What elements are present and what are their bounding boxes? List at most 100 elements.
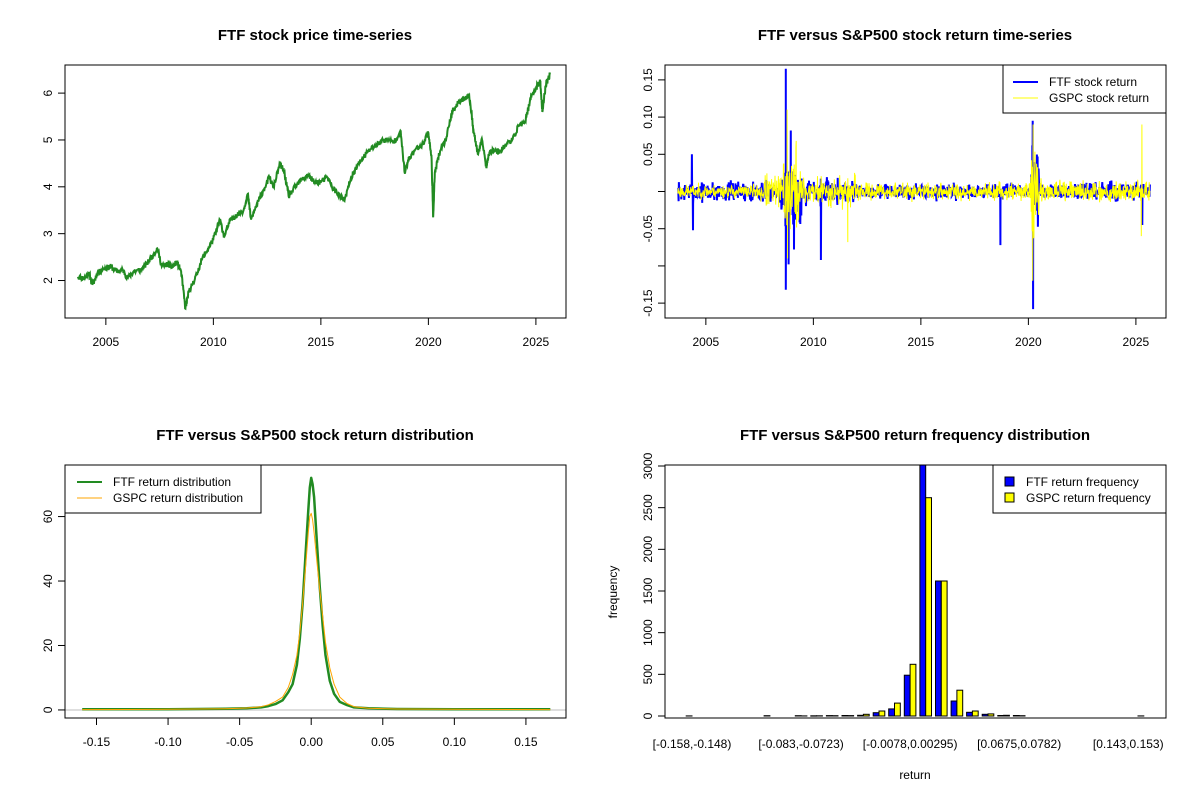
gspc-frequency-bar [909,663,917,717]
returns-x-tick-label: 2005 [693,335,720,349]
ftf-frequency-bar [841,715,849,717]
ftf-frequency-bar [872,712,880,717]
histogram-legend: FTF return frequency GSPC return frequen… [992,464,1167,514]
ftf-frequency-bar [903,674,911,717]
histogram-y-tick-label: 2000 [641,536,655,563]
price-axes: 2005 2010 2015 2020 2025 2 3 4 5 6 [41,89,550,349]
returns-y-tick-label: -0.05 [641,215,655,243]
histogram-category-label: [-0.083,-0.0723) [758,737,843,751]
density-chart-panel: FTF versus S&P500 stock return distribut… [41,427,567,749]
returns-y-tick-label: -0.15 [641,289,655,317]
density-legend-box [64,464,262,514]
ftf-frequency-bar [919,465,927,717]
density-y-tick-label: 40 [41,574,55,588]
histogram-legend-gspc-swatch [1004,492,1015,503]
histogram-x-axis-label: return [899,768,930,782]
density-plot-frame [64,464,567,719]
price-plot-frame [64,64,567,319]
density-legend: FTF return distribution GSPC return dist… [64,464,262,514]
price-x-tick-label: 2025 [523,335,550,349]
histogram-axes: [-0.158,-0.148) [-0.083,-0.0723) [-0.0078,… [641,452,1164,751]
histogram-bars [685,465,1145,717]
density-x-tick-label: 0.10 [443,735,467,749]
returns-x-tick-label: 2015 [908,335,935,349]
returns-x-tick-label: 2010 [800,335,827,349]
histogram-category-label: [-0.0078,0.00295) [863,737,958,751]
ftf-frequency-bar [888,708,896,717]
price-y-tick-label: 4 [41,183,55,190]
gspc-return-series-line [677,109,1151,281]
gspc-frequency-bar [925,497,933,717]
ftf-frequency-bar [950,700,958,717]
histogram-chart-title: FTF versus S&P500 return frequency distr… [740,427,1090,444]
gspc-frequency-bar [878,710,886,717]
histogram-legend-box [992,464,1167,514]
returns-y-tick-label: 0.05 [641,142,655,166]
histogram-y-tick-label: 3000 [641,452,655,479]
gspc-density-curve [82,512,551,711]
price-x-tick-label: 2015 [308,335,335,349]
density-legend-gspc-label: GSPC return distribution [113,491,243,505]
ftf-frequency-bar [966,711,973,717]
returns-legend: FTF stock return GSPC stock return [1002,64,1167,114]
returns-legend-gspc-label: GSPC stock return [1049,91,1149,105]
returns-axes: 2005 2010 2015 2020 2025 -0.15 -0.05 0.05 0.10 0.… [641,68,1150,349]
density-x-tick-label: 0.05 [371,735,395,749]
gspc-frequency-bar [956,689,964,717]
ftf-frequency-bar [857,714,864,717]
density-chart-title: FTF versus S&P500 stock return distribut… [156,427,474,444]
density-plot-area [65,476,566,711]
histogram-y-tick-label: 500 [641,664,655,684]
histogram-chart-panel: FTF versus S&P500 return frequency distr… [606,427,1167,782]
histogram-y-tick-label: 1500 [641,577,655,604]
histogram-y-tick-label: 1000 [641,619,655,646]
density-legend-ftf-label: FTF return distribution [113,475,231,489]
histogram-category-label: [0.0675,0.0782) [977,737,1061,751]
histogram-category-label: [-0.158,-0.148) [653,737,732,751]
ftf-frequency-bar [997,715,1005,717]
returns-x-tick-label: 2020 [1015,335,1042,349]
price-series-line [76,72,551,311]
returns-chart-title: FTF versus S&P500 stock return time-seri… [758,27,1072,44]
ftf-density-curve [82,476,551,711]
price-chart-panel: FTF stock price time-series 2005 2010 2015… [41,27,567,349]
density-x-tick-label: 0.00 [300,735,324,749]
histogram-y-tick-label: 0 [641,712,655,719]
density-axes: -0.15 -0.10 -0.05 0.00 0.05 0.10 0.15 0 20 40 60 [41,510,538,749]
density-y-tick-label: 60 [41,510,55,524]
price-y-tick-label: 6 [41,89,55,96]
histogram-y-axis-label: frequency [606,566,620,619]
returns-plot-area [676,68,1151,310]
gspc-frequency-bar [971,710,979,717]
histogram-y-tick-label: 2500 [641,494,655,521]
density-y-tick-label: 0 [41,706,55,713]
returns-chart-panel: FTF versus S&P500 stock return time-seri… [641,27,1167,349]
histogram-plot-area [685,465,1145,717]
returns-legend-box [1002,64,1167,114]
ftf-frequency-bar [935,580,942,717]
density-x-tick-label: -0.15 [83,735,111,749]
price-x-tick-label: 2005 [93,335,120,349]
histogram-category-label: [0.143,0.153) [1093,737,1164,751]
price-x-tick-label: 2010 [200,335,227,349]
density-x-tick-label: -0.10 [154,735,182,749]
density-y-tick-label: 20 [41,638,55,652]
returns-legend-ftf-label: FTF stock return [1049,75,1137,89]
gspc-frequency-bar [1003,714,1010,717]
price-y-tick-label: 3 [41,230,55,237]
histogram-legend-ftf-swatch [1004,476,1015,487]
returns-y-tick-label: 0.15 [641,68,655,92]
ftf-frequency-bar [1012,715,1020,717]
returns-x-tick-label: 2025 [1123,335,1150,349]
gspc-frequency-bar [862,713,870,717]
price-x-tick-label: 2020 [415,335,442,349]
gspc-frequency-bar [940,580,948,717]
density-x-tick-label: 0.15 [514,735,538,749]
returns-y-tick-label: 0.10 [641,105,655,129]
histogram-legend-gspc-label: GSPC return frequency [1026,491,1151,505]
gspc-frequency-bar [987,713,995,717]
price-chart-title: FTF stock price time-series [218,27,412,44]
price-plot-area [76,72,551,311]
price-y-tick-label: 2 [41,277,55,284]
